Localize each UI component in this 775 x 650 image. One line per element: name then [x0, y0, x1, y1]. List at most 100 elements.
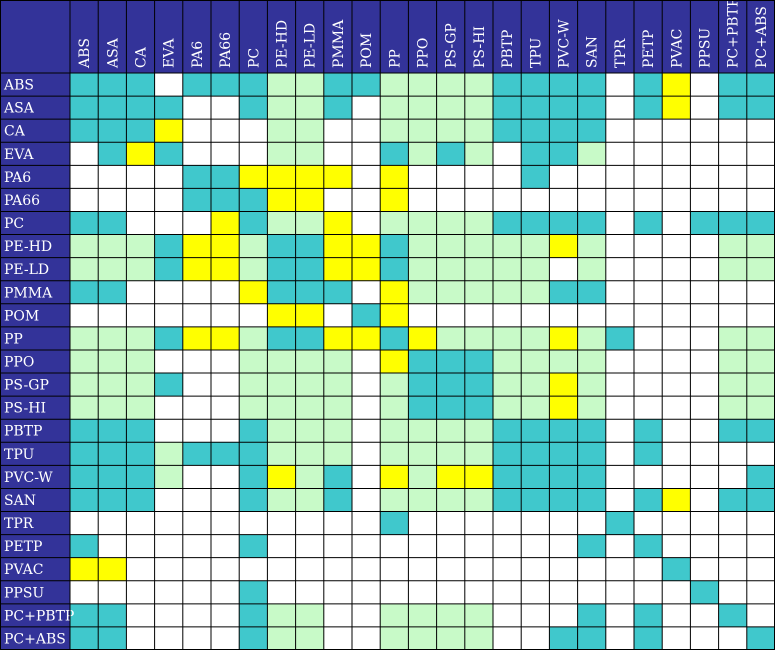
cell-PPO-PBTP: [493, 349, 522, 374]
column-label-ASA: ASA: [105, 37, 121, 69]
cell-PPO-SAN: [577, 349, 607, 374]
cell-PPSU-EVA: [154, 580, 184, 605]
cell-CA-PE-HD: [267, 119, 296, 143]
cell-PS-HI-ABS: [70, 396, 99, 420]
cell-PS-HI-SAN: [577, 396, 607, 420]
row-label-TPU: TPU: [4, 447, 35, 463]
cell-PA66-EVA: [154, 188, 184, 212]
cell-PC+ABS-PC+PBTP: [718, 626, 748, 650]
cell-PC+PBTP-PVC-W: [549, 603, 578, 628]
cell-PETP-ASA: [98, 534, 127, 558]
cell-PC+ABS-PA66: [211, 626, 240, 650]
cell-POM-TPU: [521, 303, 550, 328]
cell-SAN-PA6: [182, 488, 212, 512]
cell-PS-HI-CA: [126, 396, 155, 420]
cell-PA6-PPSU: [690, 165, 719, 189]
cell-PA6-ABS: [70, 165, 99, 189]
column-labels: ABS ASA CA EVA PA6 PA66 PC PE-HD PE-LD PMMA POM PP P…: [77, 0, 770, 69]
cell-CA-TPU: [521, 119, 550, 143]
cell-PVC-W-PC+ABS: [746, 465, 775, 489]
cell-PC-ASA: [98, 211, 127, 235]
cell-PS-GP-PPO: [408, 373, 437, 397]
cell-CA-PMMA: [323, 119, 353, 143]
cell-EVA-PVC-W: [549, 142, 578, 166]
cell-PS-GP-PS-GP: [436, 373, 466, 397]
cell-PPSU-PP: [380, 580, 409, 605]
cell-TPR-PC: [239, 511, 268, 535]
cell-PS-GP-PVAC: [662, 373, 691, 397]
cell-CA-ABS: [70, 119, 99, 143]
cell-PA6-SAN: [577, 165, 607, 189]
cell-ASA-PE-HD: [267, 96, 296, 120]
cell-ASA-PS-HI: [464, 96, 494, 120]
cell-TPU-PE-HD: [267, 442, 296, 466]
cell-PS-GP-PC+ABS: [746, 373, 775, 397]
cell-PE-HD-PP: [380, 234, 409, 258]
cell-PMMA-PBTP: [493, 280, 522, 305]
cell-TPU-PS-HI: [464, 442, 494, 466]
cell-POM-POM: [352, 303, 381, 328]
cell-PE-HD-PVAC: [662, 234, 691, 258]
cell-TPR-EVA: [154, 511, 184, 535]
cell-PMMA-PVC-W: [549, 280, 578, 305]
cell-PC-PS-GP: [436, 211, 466, 235]
cell-ABS-PA6: [182, 73, 212, 97]
cell-PS-HI-PVAC: [662, 396, 691, 420]
cell-PPO-PVC-W: [549, 349, 578, 374]
cell-PMMA-PE-HD: [267, 280, 296, 305]
cell-PE-LD-PA66: [211, 257, 240, 282]
cell-PBTP-POM: [352, 419, 381, 443]
cell-TPU-PETP: [634, 442, 663, 466]
cell-CA-ASA: [98, 119, 127, 143]
cell-PS-HI-ASA: [98, 396, 127, 420]
cell-PE-LD-ASA: [98, 257, 127, 282]
cell-PPSU-ABS: [70, 580, 99, 605]
cell-ASA-PA6: [182, 96, 212, 120]
heatmap-cells: [70, 73, 775, 650]
cell-PC+PBTP-PC: [239, 603, 268, 628]
cell-ABS-EVA: [154, 73, 184, 97]
cell-PC-SAN: [577, 211, 607, 235]
cell-TPR-PBTP: [493, 511, 522, 535]
cell-TPU-PE-LD: [295, 442, 325, 466]
column-label-CA: CA: [134, 46, 150, 68]
cell-PC-POM: [352, 211, 381, 235]
cell-ABS-PETP: [634, 73, 663, 97]
cell-PP-PVAC: [662, 326, 691, 351]
cell-PC+PBTP-SAN: [577, 603, 607, 628]
cell-PVC-W-PPSU: [690, 465, 719, 489]
cell-TPR-PS-HI: [464, 511, 494, 535]
cell-SAN-PMMA: [323, 488, 353, 512]
cell-SAN-PPSU: [690, 488, 719, 512]
cell-PE-LD-POM: [352, 257, 381, 282]
cell-PBTP-TPU: [521, 419, 550, 443]
row-header-band: [0, 73, 70, 650]
cell-PC+ABS-PETP: [634, 626, 663, 650]
row-label-PC+ABS: PC+ABS: [4, 631, 66, 647]
cell-PVC-W-TPU: [521, 465, 550, 489]
cell-PC+ABS-ABS: [70, 626, 99, 650]
cell-PVAC-PP: [380, 557, 409, 582]
cell-SAN-PBTP: [493, 488, 522, 512]
cell-PC+ABS-PPO: [408, 626, 437, 650]
cell-EVA-PPO: [408, 142, 437, 166]
cell-PA6-PBTP: [493, 165, 522, 189]
cell-ASA-SAN: [577, 96, 607, 120]
cell-PC+PBTP-PC+ABS: [746, 603, 775, 628]
cell-PA66-PS-GP: [436, 188, 466, 212]
column-label-TPR: TPR: [613, 38, 629, 68]
cell-PP-PA66: [211, 326, 240, 351]
cell-PVAC-PPSU: [690, 557, 719, 582]
column-label-PVAC: PVAC: [669, 29, 685, 68]
cell-PVC-W-PE-HD: [267, 465, 296, 489]
cell-PMMA-PPO: [408, 280, 437, 305]
cell-PPSU-PC+ABS: [746, 580, 775, 605]
cell-EVA-SAN: [577, 142, 607, 166]
cell-PA66-ASA: [98, 188, 127, 212]
cell-PBTP-SAN: [577, 419, 607, 443]
cell-PBTP-PVC-W: [549, 419, 578, 443]
cell-PETP-PPO: [408, 534, 437, 558]
cell-TPU-POM: [352, 442, 381, 466]
cell-PVC-W-PC: [239, 465, 268, 489]
row-label-PBTP: PBTP: [4, 424, 42, 440]
